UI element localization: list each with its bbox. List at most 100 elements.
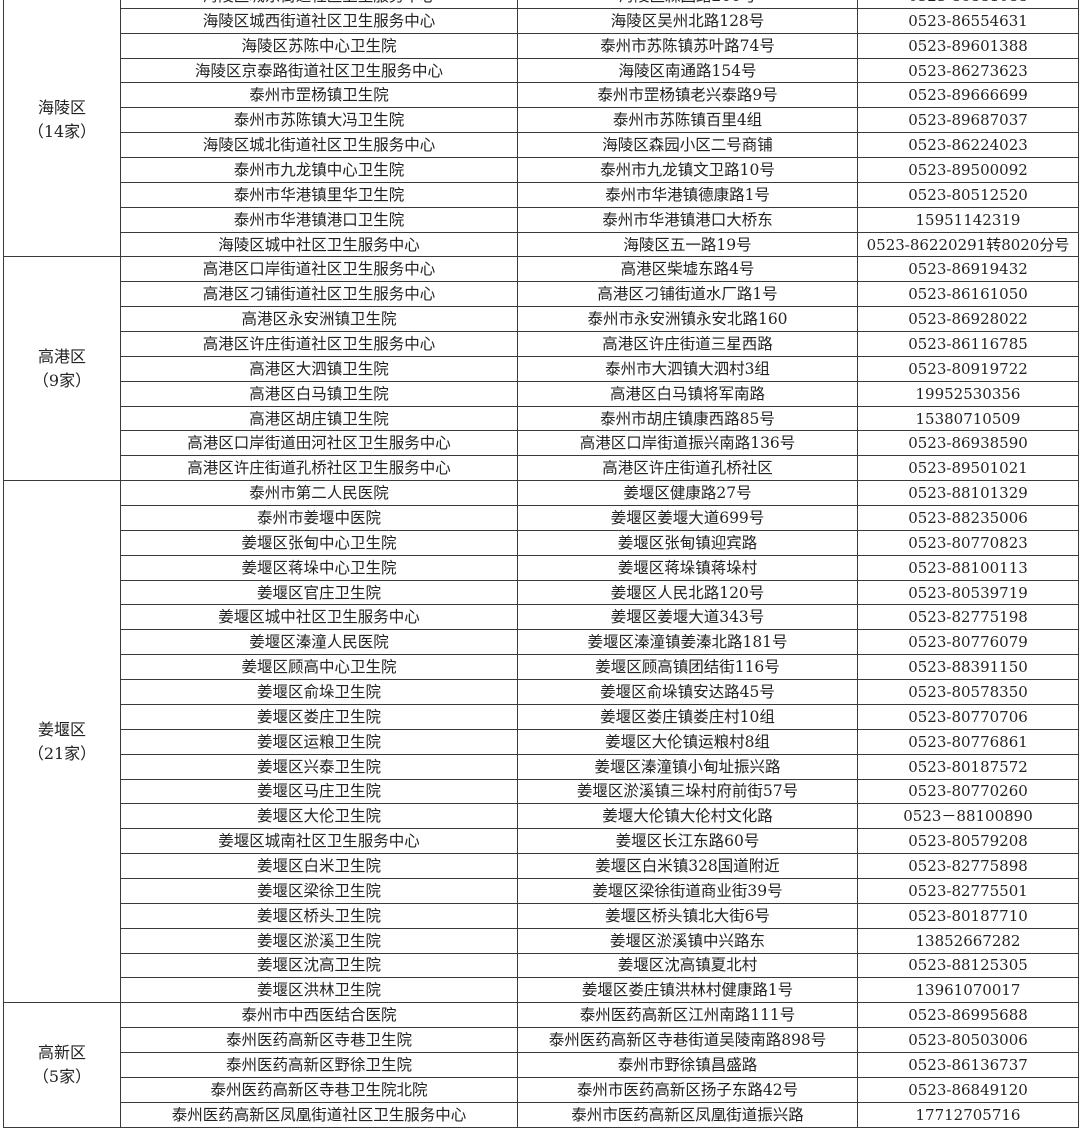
table-row: 姜堰区张甸中心卫生院 姜堰区张甸镇迎宾路 0523-80770823	[4, 529, 1079, 556]
clinic-phone-cell: 17712705716	[857, 1101, 1079, 1128]
clinic-address-cell: 姜堰区淤溪镇三垛村府前街57号	[517, 778, 858, 805]
clinic-phone-cell: 0523－88100890	[857, 803, 1079, 830]
clinic-name-cell: 姜堰区兴泰卫生院	[120, 753, 518, 780]
district-count: （5家）	[32, 1066, 92, 1086]
clinic-name-cell: 高港区口岸街道社区卫生服务中心	[120, 256, 518, 283]
clinic-name-cell: 泰州市华港镇里华卫生院	[120, 181, 518, 208]
clinic-address-cell: 姜堰区桥头镇北大街6号	[517, 902, 858, 929]
clinic-phone-cell: 0523-80770260	[857, 778, 1079, 805]
clinic-phone-cell: 0523-82775198	[857, 604, 1079, 631]
clinic-address-cell: 高港区柴墟东路4号	[517, 256, 858, 283]
table-row: 姜堰区兴泰卫生院 姜堰区溱潼镇小甸址振兴路 0523-80187572	[4, 753, 1079, 780]
clinic-address-cell: 海陵区森园路200号	[517, 0, 858, 9]
district-name: 高港区	[37, 346, 86, 366]
district-name: 姜堰区	[37, 719, 86, 739]
clinic-name-cell: 高港区许庄街道社区卫生服务中心	[120, 331, 518, 357]
clinic-address-cell: 泰州市大泗镇大泗村3组	[517, 355, 858, 382]
district-cell: 海陵区 （14家）	[3, 0, 121, 258]
clinic-phone-cell: 0523-86849120	[857, 1076, 1079, 1103]
table-row: 海陵区（14家）海陵区城东街道社区卫生服务中心海陵区森园路200号0523-86…	[3, 0, 1079, 258]
clinic-name-cell: 泰州医药高新区寺巷卫生院北院	[120, 1076, 518, 1103]
clinic-name-cell: 姜堰区城南社区卫生服务中心	[120, 828, 518, 855]
clinic-phone-cell: 0523-88101329	[857, 480, 1079, 507]
table-row: 姜堰区淤溪卫生院 姜堰区淤溪镇中兴路东 13852667282	[4, 927, 1079, 954]
clinic-phone-cell: 0523-86995688	[857, 1002, 1079, 1029]
clinic-phone-cell: 0523-88100113	[857, 554, 1079, 581]
clinic-address-cell: 泰州市胡庄镇康西路85号	[517, 405, 858, 432]
clinic-phone-cell: 0523-86881088	[857, 0, 1079, 9]
clinic-name-cell: 海陵区城西街道社区卫生服务中心	[120, 7, 518, 34]
table-row: 高港区大泗镇卫生院 泰州市大泗镇大泗村3组 0523-80919722	[4, 355, 1079, 382]
clinic-name-cell: 姜堰区城中社区卫生服务中心	[120, 604, 518, 631]
clinic-name-cell: 海陵区苏陈中心卫生院	[120, 32, 518, 59]
clinic-name-cell: 海陵区城东街道社区卫生服务中心	[120, 0, 518, 9]
clinic-name-cell: 泰州市罡杨镇卫生院	[120, 82, 518, 109]
table-row: 泰州市九龙镇中心卫生院 泰州市九龙镇文卫路10号 0523-89500092	[4, 157, 1079, 183]
district-count: （14家）	[27, 122, 97, 142]
clinic-address-cell: 高港区许庄街道孔桥社区	[517, 455, 858, 482]
clinic-name-cell: 泰州医药高新区寺巷卫生院	[120, 1027, 518, 1053]
table-row: 姜堰区 （21家） 泰州市第二人民医院 姜堰区健康路27号 0523-88101329	[3, 480, 1079, 1004]
table-row: 高港区许庄街道社区卫生服务中心 高港区许庄街道三星西路 0523-86116785	[4, 331, 1079, 357]
clinic-phone-cell: 0523-86220291转8020分号	[857, 231, 1079, 258]
clinic-phone-cell: 0523-86919432	[857, 256, 1079, 283]
table-row: 姜堰区洪林卫生院 姜堰区娄庄镇洪林村健康路1号 13961070017	[4, 977, 1079, 1004]
clinic-name-cell: 海陵区城中社区卫生服务中心	[120, 231, 518, 258]
table-row: 姜堰区蒋垛中心卫生院 姜堰区蒋垛镇蒋垛村 0523-88100113	[4, 554, 1079, 581]
clinic-address-cell: 姜堰区健康路27号	[517, 480, 858, 507]
table-row: 姜堰区俞垛卫生院 姜堰区俞垛镇安达路45号 0523-80578350	[4, 679, 1079, 705]
clinic-phone-cell: 13961070017	[857, 977, 1079, 1004]
table-row: 海陵区京泰路街道社区卫生服务中心 海陵区南通路154号 0523-86273623	[4, 57, 1079, 84]
clinic-address-cell: 姜堰区梁徐街道商业街39号	[517, 877, 858, 904]
clinic-name-cell: 姜堰区蒋垛中心卫生院	[120, 554, 518, 581]
clinic-phone-cell: 13852667282	[857, 927, 1079, 954]
table-row: 高港区刁铺街道社区卫生服务中心 高港区刁铺街道水厂路1号 0523-86161050	[4, 281, 1079, 308]
table-row: 姜堰区顾高中心卫生院 姜堰区顾高镇团结街116号 0523-88391150	[4, 654, 1079, 681]
clinic-phone-cell: 15951142319	[857, 206, 1079, 233]
clinic-address-cell: 泰州市苏陈镇苏叶路74号	[517, 32, 858, 59]
clinic-address-cell: 海陵区五一路19号	[517, 231, 858, 258]
clinic-name-cell: 姜堰区梁徐卫生院	[120, 877, 518, 904]
clinic-name-cell: 姜堰区白米卫生院	[120, 853, 518, 879]
clinic-phone-cell: 0523-80770823	[857, 529, 1079, 556]
table-row: 海陵区城中社区卫生服务中心 海陵区五一路19号 0523-86220291转8020…	[4, 231, 1079, 258]
clinic-phone-cell: 0523-86136737	[857, 1051, 1079, 1078]
clinic-address-cell: 泰州市罡杨镇老兴泰路9号	[517, 82, 858, 109]
table-row: 姜堰区大伦卫生院 姜堰大伦镇大伦村文化路 0523－88100890	[4, 803, 1079, 830]
table-row: 泰州市苏陈镇大冯卫生院 泰州市苏陈镇百里4组 0523-89687037	[4, 107, 1079, 134]
clinic-address-cell: 姜堰区溱潼镇姜溱北路181号	[517, 629, 858, 656]
table-row: 姜堰区城中社区卫生服务中心 姜堰区姜堰大道343号 0523-82775198	[4, 604, 1079, 631]
clinic-phone-cell: 0523-80776079	[857, 629, 1079, 656]
table-row: 姜堰区溱潼人民医院 姜堰区溱潼镇姜溱北路181号 0523-80776079	[4, 629, 1079, 656]
clinic-name-cell: 姜堰区马庄卫生院	[120, 778, 518, 805]
clinic-name-cell: 姜堰区淤溪卫生院	[120, 927, 518, 954]
clinic-address-cell: 姜堰区俞垛镇安达路45号	[517, 679, 858, 705]
clinic-address-cell: 姜堰区溱潼镇小甸址振兴路	[517, 753, 858, 780]
clinic-name-cell: 姜堰区官庄卫生院	[120, 579, 518, 606]
table-row: 泰州市罡杨镇卫生院 泰州市罡杨镇老兴泰路9号 0523-89666699	[4, 82, 1079, 109]
clinic-address-cell: 姜堰区淤溪镇中兴路东	[517, 927, 858, 954]
clinic-phone-cell: 0523-89601388	[857, 32, 1079, 59]
clinic-address-cell: 泰州市永安洲镇永安北路160	[517, 306, 858, 333]
table-row: 姜堰区桥头卫生院 姜堰区桥头镇北大街6号 0523-80187710	[4, 902, 1079, 929]
clinic-address-cell: 泰州市医药高新区凤凰街道振兴路	[517, 1101, 858, 1128]
clinic-address-cell: 海陵区南通路154号	[517, 57, 858, 84]
clinic-phone-cell: 0523-86554631	[857, 7, 1079, 34]
district-count: （21家）	[27, 743, 97, 763]
clinic-phone-cell: 0523-89501021	[857, 455, 1079, 482]
table-row: 高港区白马镇卫生院 高港区白马镇将军南路 19952530356	[4, 380, 1079, 407]
clinic-name-cell: 海陵区城北街道社区卫生服务中心	[120, 132, 518, 159]
clinic-name-cell: 姜堰区大伦卫生院	[120, 803, 518, 830]
table-row: 高港区许庄街道孔桥社区卫生服务中心 高港区许庄街道孔桥社区 0523-8950102…	[4, 455, 1079, 482]
clinic-address-cell: 高港区许庄街道三星西路	[517, 331, 858, 357]
table-row: 高港区永安洲镇卫生院 泰州市永安洲镇永安北路160 0523-86928022	[4, 306, 1079, 333]
table-row: 姜堰区运粮卫生院 姜堰区大伦镇运粮村8组 0523-80776861	[4, 728, 1079, 755]
table-row: 泰州医药高新区野徐卫生院 泰州市野徐镇昌盛路 0523-86136737	[4, 1051, 1079, 1078]
clinic-name-cell: 泰州市姜堰中医院	[120, 505, 518, 531]
clinic-name-cell: 姜堰区溱潼人民医院	[120, 629, 518, 656]
clinic-phone-cell: 0523-80770706	[857, 703, 1079, 730]
clinic-phone-cell: 0523-80578350	[857, 679, 1079, 705]
clinic-address-cell: 泰州市医药高新区扬子东路42号	[517, 1076, 858, 1103]
clinic-phone-cell: 0523-80503006	[857, 1027, 1079, 1053]
clinic-name-cell: 高港区许庄街道孔桥社区卫生服务中心	[120, 455, 518, 482]
